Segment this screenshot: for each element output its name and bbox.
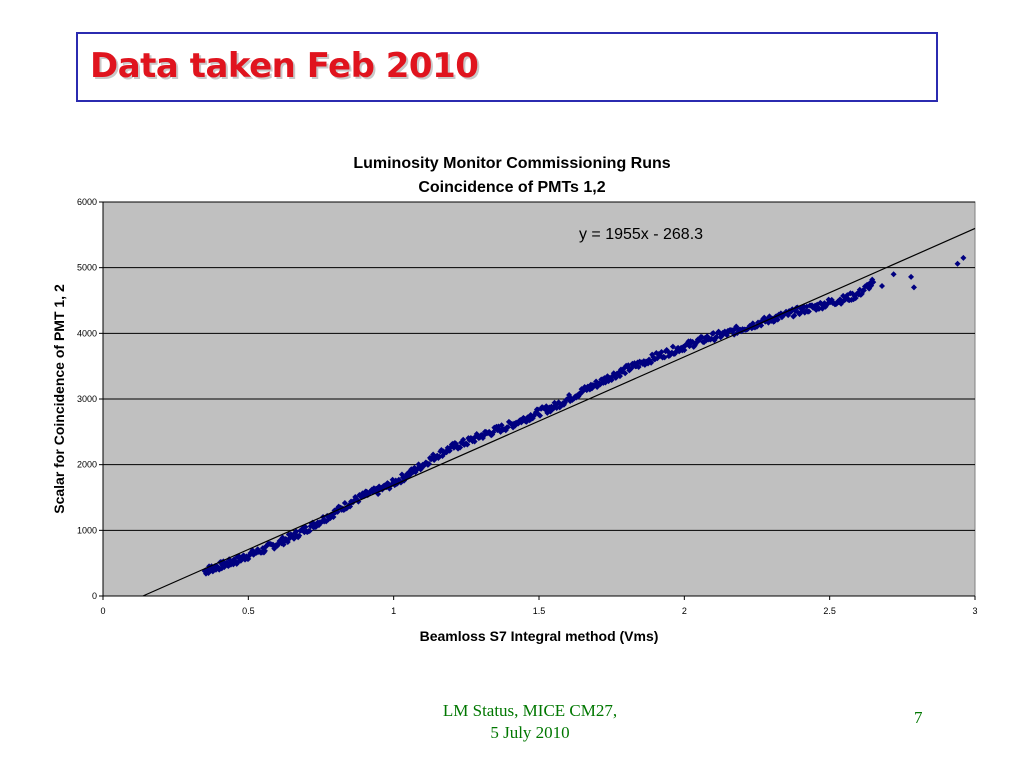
slide-title-box: Data taken Feb 2010 xyxy=(76,32,938,102)
y-tick-label: 4000 xyxy=(77,328,97,338)
data-point xyxy=(908,273,915,280)
data-point xyxy=(464,441,471,448)
data-point xyxy=(296,532,303,539)
x-tick-label: 1 xyxy=(391,606,396,616)
y-tick-label: 5000 xyxy=(77,263,97,273)
chart-title: Luminosity Monitor Commissioning Runs xyxy=(353,155,670,172)
trendline xyxy=(142,227,976,597)
data-point xyxy=(635,363,642,370)
y-tick-label: 2000 xyxy=(77,460,97,470)
x-tick-label: 0.5 xyxy=(242,606,255,616)
data-point xyxy=(622,370,629,377)
x-tick-label: 1.5 xyxy=(533,606,546,616)
data-point xyxy=(713,334,720,341)
x-tick-label: 2.5 xyxy=(823,606,836,616)
data-point xyxy=(870,279,877,286)
y-tick-label: 6000 xyxy=(77,197,97,207)
data-point xyxy=(425,460,432,467)
x-tick-label: 0 xyxy=(100,606,105,616)
data-point xyxy=(330,514,337,521)
data-point xyxy=(791,312,798,319)
y-tick-label: 3000 xyxy=(77,394,97,404)
data-point xyxy=(681,347,688,354)
data-point xyxy=(723,332,730,339)
data-point xyxy=(261,547,268,554)
y-axis-label: Scalar for Coincidence of PMT 1, 2 xyxy=(51,284,67,514)
data-point xyxy=(878,283,885,290)
data-point xyxy=(457,444,464,451)
slide-footer: LM Status, MICE CM27, 5 July 2010 xyxy=(400,700,660,744)
data-point xyxy=(805,308,812,315)
footer-line-1: LM Status, MICE CM27, xyxy=(442,701,618,720)
data-point xyxy=(306,527,313,534)
y-tick-label: 0 xyxy=(92,591,97,601)
data-point xyxy=(954,260,961,267)
data-point xyxy=(710,330,717,337)
slide-title: Data taken Feb 2010 xyxy=(90,46,479,86)
data-point xyxy=(504,424,511,431)
data-point xyxy=(460,436,467,443)
data-point xyxy=(890,271,897,278)
x-axis-label: Beamloss S7 Integral method (Vms) xyxy=(420,628,659,644)
data-point xyxy=(669,343,676,350)
footer-line-2: 5 July 2010 xyxy=(490,723,570,742)
data-point xyxy=(293,528,300,535)
y-tick-label: 1000 xyxy=(77,525,97,535)
data-point xyxy=(648,359,655,366)
scatter-chart: Luminosity Monitor Commissioning Runs Coi… xyxy=(51,155,978,644)
data-point xyxy=(341,500,348,507)
x-tick-label: 3 xyxy=(972,606,977,616)
data-point xyxy=(471,438,478,445)
x-tick-label: 2 xyxy=(682,606,687,616)
page-number: 7 xyxy=(914,708,923,727)
data-point xyxy=(537,412,544,419)
trendline-equation: y = 1955x - 268.3 xyxy=(579,226,703,243)
data-point xyxy=(658,349,665,356)
data-point xyxy=(910,284,917,291)
data-point xyxy=(616,373,623,380)
data-point xyxy=(816,305,823,312)
chart-subtitle: Coincidence of PMTs 1,2 xyxy=(418,179,605,196)
data-point xyxy=(774,316,781,323)
data-point xyxy=(960,254,967,261)
